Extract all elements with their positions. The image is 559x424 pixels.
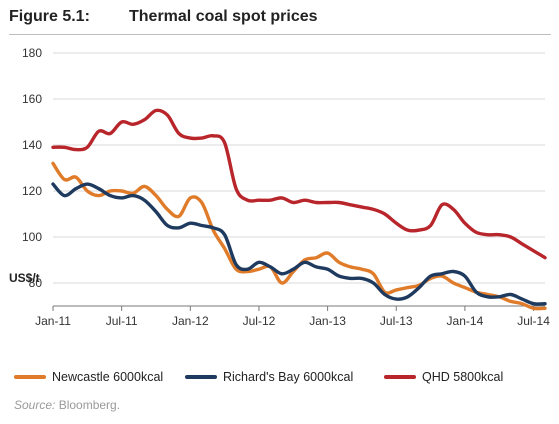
y-axis-ticks: 80 100 120 140 160 180 bbox=[22, 46, 42, 290]
x-tick-label: Jan-11 bbox=[35, 314, 71, 328]
series-line-qhd bbox=[51, 108, 547, 260]
y-tick-label: 140 bbox=[22, 138, 42, 152]
grid-lines bbox=[53, 52, 545, 284]
legend-label-newcastle: Newcastle 6000kcal bbox=[52, 370, 164, 384]
x-tick-label: Jul-13 bbox=[380, 314, 413, 328]
legend-item-qhd: QHD 5800kcal bbox=[384, 370, 503, 384]
legend-item-newcastle: Newcastle 6000kcal bbox=[14, 370, 163, 384]
y-axis-label: US$/t bbox=[9, 271, 40, 285]
x-tick-label: Jan-14 bbox=[447, 314, 484, 328]
figure-title-row: Figure 5.1: Thermal coal spot prices bbox=[9, 8, 549, 32]
source-label: Source: bbox=[14, 398, 56, 412]
x-tick-label: Jul-12 bbox=[243, 314, 276, 328]
legend-swatch-richards-bay bbox=[185, 375, 217, 379]
x-tick-label: Jan-13 bbox=[309, 314, 346, 328]
y-tick-label: 100 bbox=[22, 230, 42, 244]
x-tick-label: Jul-14 bbox=[517, 314, 550, 328]
y-tick-label: 160 bbox=[22, 92, 42, 106]
x-tick-label: Jul-11 bbox=[106, 314, 138, 328]
x-axis: Jan-11 Jul-11 Jan-12 Jul-12 Jan-13 Jul-13 Jan-… bbox=[35, 305, 550, 328]
legend-item-richards-bay: Richard's Bay 6000kcal bbox=[185, 370, 353, 384]
series-lines bbox=[51, 108, 547, 311]
chart-title: Thermal coal spot prices bbox=[129, 8, 318, 25]
legend-label-qhd: QHD 5800kcal bbox=[422, 370, 504, 384]
title-divider bbox=[9, 34, 551, 35]
legend-swatch-qhd bbox=[384, 375, 416, 379]
legend-swatch-newcastle bbox=[14, 375, 46, 379]
y-tick-label: 180 bbox=[22, 46, 42, 60]
chart-legend: Newcastle 6000kcal Richard's Bay 6000kca… bbox=[14, 370, 554, 388]
x-tick-label: Jan-12 bbox=[172, 314, 209, 328]
y-tick-label: 120 bbox=[22, 184, 42, 198]
source-text: Bloomberg. bbox=[55, 398, 121, 412]
y-tick-label: 80 bbox=[29, 276, 43, 290]
line-chart: 80 100 120 140 160 180 Jan-11 Jul-11 Jan-12 Jul-… bbox=[9, 46, 550, 328]
figure-number: Figure 5.1: bbox=[9, 8, 90, 25]
series-line-richards-bay bbox=[51, 182, 547, 306]
legend-label-richards-bay: Richard's Bay 6000kcal bbox=[223, 370, 354, 384]
source-note: Source: Bloomberg. bbox=[14, 398, 120, 412]
